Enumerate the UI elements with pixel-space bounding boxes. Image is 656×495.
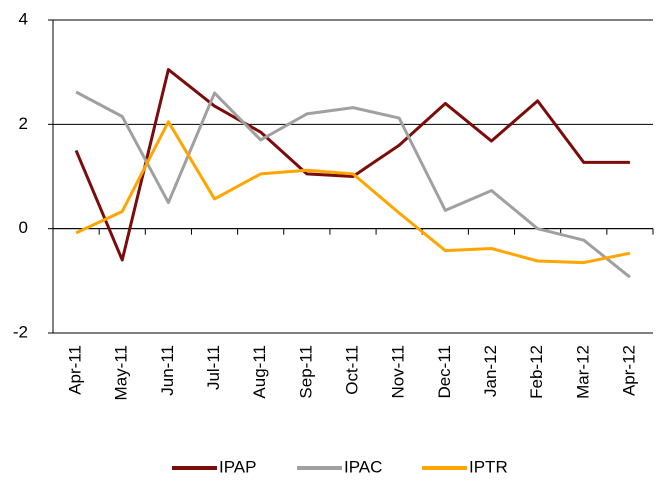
x-tick-label: Apr-11 [66,345,85,395]
x-tick-label: Jul-11 [204,345,223,390]
y-tick-label: -2 [13,322,28,341]
x-tick-label: May-11 [112,345,131,400]
series-line [74,68,630,262]
x-tick-label: Jun-11 [158,345,177,396]
legend-label: IPTR [469,457,508,476]
x-tick-label: Jan-12 [481,345,500,397]
y-tick-label: 0 [19,218,28,237]
x-tick-label: Dec-11 [435,345,454,399]
y-tick-label: 4 [19,9,28,28]
x-tick-label: Feb-12 [527,345,546,399]
y-tick-label: 2 [19,114,28,133]
legend-label: IPAP [219,457,256,476]
series-line [75,90,631,279]
x-tick-label: Apr-12 [619,345,638,396]
legend-label: IPAC [344,457,382,476]
x-tick-label: Mar-12 [573,345,592,399]
x-tick-label: Aug-11 [250,345,269,399]
x-tick-label: Nov-11 [389,345,408,399]
x-tick-label: Sep-11 [296,345,315,399]
x-tick-label: Oct-11 [342,345,361,395]
series-line [75,120,631,265]
